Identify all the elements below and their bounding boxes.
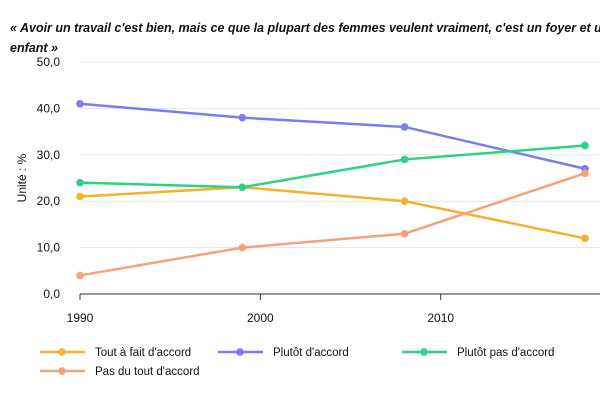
data-point [400, 123, 409, 131]
series-2 [76, 99, 589, 173]
x-tick-label: 2000 [247, 311, 274, 325]
y-axis-title: Unité : % [15, 153, 29, 202]
legend-marker [58, 367, 66, 375]
series-lines [76, 99, 589, 280]
data-point [76, 178, 84, 187]
legend-marker [420, 348, 428, 356]
y-tick-label: 30,0 [37, 148, 61, 162]
legend-label: Plutôt d'accord [273, 347, 349, 359]
x-tick-label: 1990 [67, 311, 94, 325]
data-point [581, 234, 589, 243]
data-point [238, 243, 247, 252]
x-tick-label: 2010 [427, 311, 454, 325]
legend-item: Tout à fait d'accord [40, 347, 191, 359]
data-point [400, 155, 409, 164]
legend-item: Plutôt d'accord [218, 347, 349, 359]
series-line [79, 186, 586, 240]
series-line [79, 172, 586, 277]
data-point [238, 113, 247, 122]
legend-item: Plutôt pas d'accord [402, 347, 554, 359]
legend: Tout à fait d'accord Plutôt d'accord Plutô… [40, 347, 554, 378]
y-tick-label: 20,0 [37, 194, 61, 208]
grid-lines [80, 61, 600, 295]
series-3 [76, 141, 589, 192]
data-point [76, 271, 84, 280]
legend-item: Pas du tout d'accord [40, 366, 199, 378]
data-point [400, 197, 409, 205]
data-point [400, 229, 409, 238]
data-point [581, 141, 589, 150]
legend-marker [58, 348, 66, 356]
legend-marker [236, 348, 244, 356]
legend-label: Plutôt pas d'accord [457, 347, 554, 359]
chart-title: « Avoir un travail c'est bien, mais ce q… [10, 21, 600, 55]
x-axis: 1990 2000 2010 [67, 293, 600, 325]
series-4 [76, 169, 589, 280]
data-point [76, 99, 84, 108]
data-point [581, 169, 589, 178]
y-tick-label: 40,0 [37, 101, 61, 115]
series-line [79, 102, 586, 170]
legend-label: Tout à fait d'accord [95, 347, 191, 359]
series-1 [76, 183, 589, 243]
data-point [238, 183, 247, 192]
data-point [76, 192, 84, 201]
y-tick-label: 50,0 [37, 55, 61, 69]
series-line [79, 144, 586, 189]
y-axis: 0,0 10,0 20,0 30,0 40,0 50,0 [37, 55, 61, 301]
y-tick-label: 0,0 [43, 287, 60, 301]
legend-label: Pas du tout d'accord [95, 366, 199, 378]
y-tick-label: 10,0 [37, 241, 61, 255]
